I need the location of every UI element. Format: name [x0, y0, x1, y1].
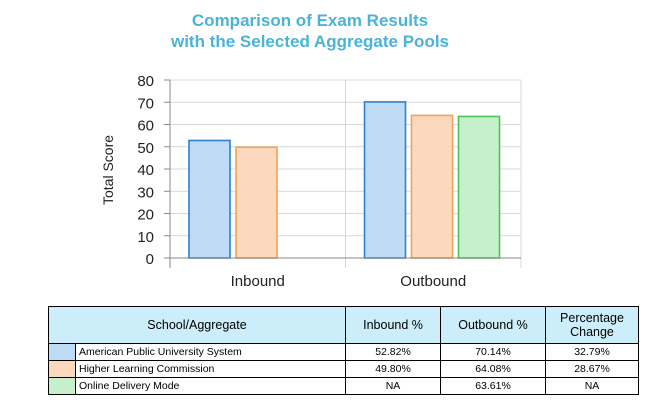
y-tick-label: 70	[137, 95, 154, 112]
table-row: Online Delivery Mode NA 63.61% NA	[48, 377, 639, 395]
outbound-value: 70.14%	[440, 343, 546, 361]
bar	[363, 101, 407, 259]
change-value: NA	[545, 377, 639, 395]
school-name: Higher Learning Commission	[75, 360, 346, 378]
bar	[188, 139, 231, 259]
y-tick-label: 20	[137, 207, 154, 224]
school-name: American Public University System	[75, 343, 346, 361]
table-row: Higher Learning Commission 49.80% 64.08%…	[48, 360, 639, 378]
y-axis: 0 10 20 30 40 50 60 70 80	[137, 73, 171, 268]
inbound-value: 49.80%	[345, 360, 441, 378]
y-tick-label: 30	[137, 184, 154, 201]
chart-title-line-1: Comparison of Exam Results	[191, 11, 429, 30]
header-inbound: Inbound %	[345, 306, 441, 344]
x-axis: Inbound Outbound	[170, 257, 521, 290]
header-school: School/Aggregate	[48, 306, 346, 344]
change-value: 32.79%	[545, 343, 639, 361]
chart-title: Comparison of Exam Results with the Sele…	[0, 10, 620, 52]
table-row: American Public University System 52.82%…	[48, 343, 639, 361]
y-tick-label: 0	[146, 251, 154, 268]
inbound-value: 52.82%	[345, 343, 441, 361]
school-name: Online Delivery Mode	[75, 377, 346, 395]
bars	[188, 101, 501, 259]
y-tick-label: 40	[137, 162, 154, 179]
bar	[410, 114, 454, 259]
table-body: American Public University System 52.82%…	[48, 343, 639, 395]
bar	[457, 115, 501, 259]
outbound-value: 63.61%	[440, 377, 546, 395]
y-tick-label: 50	[137, 140, 154, 157]
chart-title-line-2: with the Selected Aggregate Pools	[170, 32, 450, 51]
bar-chart: 0 10 20 30 40 50 60 70 80 Inbound Outbound Total …	[100, 73, 522, 290]
x-tick-label: Outbound	[400, 273, 466, 290]
y-tick-label: 10	[137, 229, 154, 246]
color-swatch	[48, 343, 76, 361]
table-header-row: School/Aggregate Inbound % Outbound % Pe…	[48, 306, 639, 344]
x-tick-label: Inbound	[231, 273, 285, 290]
header-change: Percentage Change	[545, 306, 639, 344]
bar	[235, 146, 278, 259]
y-tick-label: 80	[137, 73, 154, 90]
color-swatch	[48, 360, 76, 378]
results-table: School/Aggregate Inbound % Outbound % Pe…	[48, 306, 639, 395]
header-outbound: Outbound %	[440, 306, 546, 344]
y-tick-label: 60	[137, 118, 154, 135]
outbound-value: 64.08%	[440, 360, 546, 378]
change-value: 28.67%	[545, 360, 639, 378]
inbound-value: NA	[345, 377, 441, 395]
y-axis-label: Total Score	[100, 135, 116, 205]
color-swatch	[48, 377, 76, 395]
